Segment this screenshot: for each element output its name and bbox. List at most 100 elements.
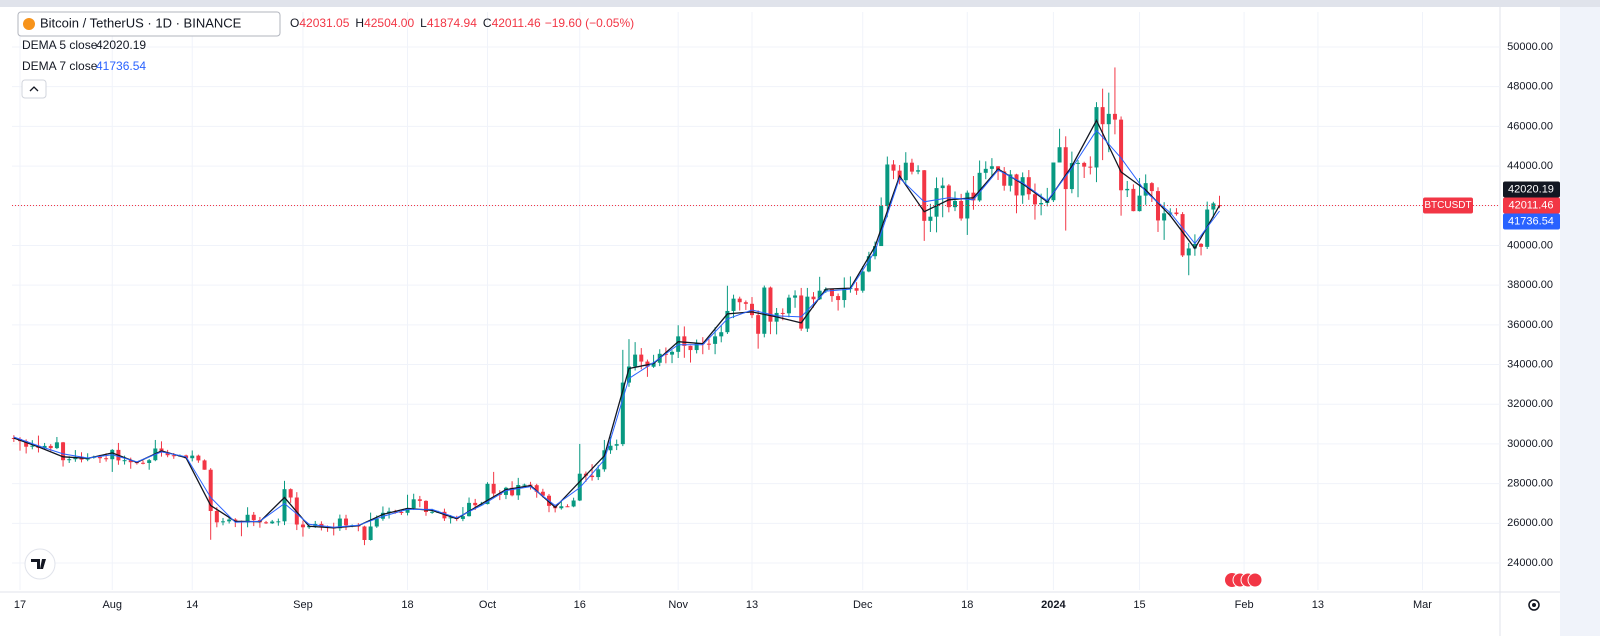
candle-body <box>405 508 410 513</box>
candle-body <box>1057 147 1062 163</box>
collapse-button[interactable] <box>21 79 47 99</box>
x-tick-label: 18 <box>961 599 973 611</box>
x-tick-label: Nov <box>668 599 688 611</box>
candle-body <box>522 484 527 486</box>
candle-body <box>694 343 699 351</box>
candle-body <box>909 162 914 172</box>
symbol-box[interactable] <box>17 11 281 37</box>
candle-body <box>128 460 133 463</box>
candle-body <box>670 351 675 355</box>
y-tick-label: 34000.00 <box>1507 358 1553 370</box>
candle-body <box>1106 113 1111 125</box>
grid: 24000.00 26000.00 28000.00 30000.00 32000.00… <box>12 12 1553 611</box>
collapse-icon <box>29 86 39 92</box>
candle-body <box>811 296 816 300</box>
candle-body <box>54 442 59 449</box>
candle-body <box>1020 177 1025 196</box>
legend-name: DEMA 5 close <box>22 38 98 52</box>
candle-body <box>639 354 644 362</box>
candle-body <box>559 506 564 509</box>
symbol-title: Bitcoin / TetherUS · 1D · BINANCE <box>40 15 242 30</box>
candle-body <box>1192 243 1197 249</box>
x-tick-label: Dec <box>853 599 873 611</box>
candle-body <box>965 192 970 219</box>
x-tick-label: Oct <box>479 599 496 611</box>
candle-body <box>540 491 545 496</box>
ohlc-letter: O <box>290 16 299 30</box>
ohlc-letter: L <box>420 16 427 30</box>
candle-body <box>411 499 416 509</box>
candle-body <box>799 295 804 329</box>
candle-body <box>940 185 945 189</box>
candle-body <box>977 172 982 201</box>
candle-body <box>903 162 908 181</box>
candle-body <box>663 353 668 355</box>
candle-body <box>1094 107 1099 168</box>
indicator-line <box>13 118 1221 529</box>
candle-body <box>971 192 976 201</box>
candle-body <box>1008 174 1013 186</box>
candle-body <box>485 483 490 505</box>
candle-body <box>288 489 293 498</box>
candle-body <box>1137 195 1142 212</box>
candle-body <box>676 336 681 352</box>
candle-body <box>516 485 521 496</box>
ohlc-letter: C <box>483 16 492 30</box>
legend-value: 41736.54 <box>96 59 146 73</box>
y-tick-label: 40000.00 <box>1507 239 1553 251</box>
candle-body <box>380 512 385 519</box>
candle-body <box>713 336 718 344</box>
x-tick-label: 15 <box>1133 599 1145 611</box>
candle-body <box>750 303 755 316</box>
candle-body <box>1180 214 1185 256</box>
candle-body <box>1076 162 1081 164</box>
candle-body <box>196 455 201 461</box>
candle-body <box>1026 177 1031 195</box>
candle-body <box>916 170 921 172</box>
symbol-icon <box>23 18 35 30</box>
candle-body <box>220 521 225 523</box>
candle-body <box>270 521 275 524</box>
candle-body <box>276 521 281 523</box>
x-tick-label: 13 <box>746 599 758 611</box>
dema5-tag: 42020.19 <box>1508 183 1554 195</box>
x-tick-label: Sep <box>293 599 313 611</box>
y-tick-label: 24000.00 <box>1507 557 1553 569</box>
candle-body <box>1069 163 1074 190</box>
candle-body <box>959 201 964 219</box>
candle-body <box>1002 171 1007 186</box>
settings-icon[interactable] <box>1528 599 1540 611</box>
candle-body <box>423 500 428 513</box>
candle-body <box>762 287 767 334</box>
ohlc-readout: O42031.05 H42504.00 L41874.94 C42011.46 −19.… <box>290 16 634 30</box>
x-tick-label: Aug <box>102 599 122 611</box>
candle-body <box>793 295 798 298</box>
ohlc-change: −19.60 (−0.05%) <box>545 16 634 30</box>
candle-body <box>251 514 256 521</box>
candle-body <box>934 188 939 217</box>
candle-body <box>626 366 631 383</box>
candle-body <box>534 485 539 492</box>
events-icon[interactable] <box>1225 572 1263 588</box>
candle-body <box>1211 203 1216 210</box>
candle-body <box>1125 188 1130 191</box>
candle-body <box>1039 202 1044 205</box>
candle-body <box>1051 162 1056 201</box>
ohlc-value: 42011.46 <box>492 16 541 30</box>
candle-body <box>1131 188 1136 212</box>
candle-body <box>430 511 435 513</box>
dema5-tag-bg <box>1503 181 1560 198</box>
candle-body <box>571 500 576 507</box>
candle-body <box>48 445 53 449</box>
candle-body <box>651 362 656 367</box>
candle-body <box>989 166 994 169</box>
last-price-tag: 42011.46 <box>1508 199 1553 211</box>
y-tick-label: 44000.00 <box>1507 160 1553 172</box>
candle-body <box>61 442 66 461</box>
last-price-tag-bg <box>1503 197 1560 214</box>
candle-body <box>608 445 613 451</box>
candle-body <box>141 462 146 464</box>
x-tick-label: Feb <box>1235 599 1254 611</box>
candle-body <box>879 205 884 247</box>
candle-body <box>460 516 465 519</box>
